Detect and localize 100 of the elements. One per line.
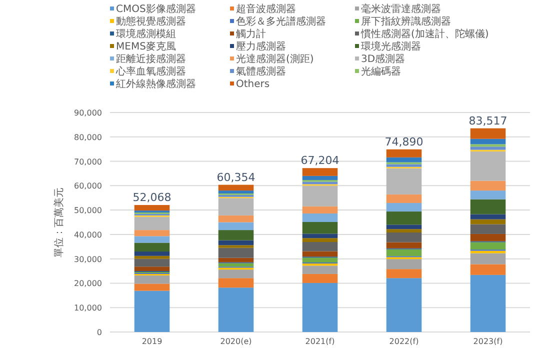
bar (134, 258, 170, 267)
bar (386, 232, 422, 242)
y-tick-label: 0 (96, 328, 102, 337)
y-tick-label: 20,000 (74, 279, 102, 288)
bar (134, 236, 170, 243)
legend-label: 毫米波雷達感測器 (361, 3, 441, 15)
bar (218, 198, 254, 216)
bar (470, 234, 506, 242)
bar (302, 266, 338, 274)
bar (134, 242, 170, 252)
bar (218, 245, 254, 248)
legend-label: 距離近接感測器 (116, 53, 186, 65)
bar (470, 180, 506, 191)
bar (302, 213, 338, 222)
total-label: 67,204 (300, 154, 340, 168)
bar (302, 176, 338, 180)
x-tick-label: 2022(f) (389, 337, 419, 346)
bar (386, 168, 422, 194)
bar (386, 164, 422, 167)
bar (470, 219, 506, 224)
bar (302, 274, 338, 283)
bar (134, 290, 170, 332)
bar (470, 253, 506, 264)
bar (470, 190, 506, 200)
legend-label: 動態視覺感測器 (116, 16, 186, 28)
x-tick-label: 2020(e) (220, 337, 252, 346)
legend-label: MEMS麥克風 (116, 40, 176, 52)
bar (134, 275, 170, 284)
legend-label: 心率血氧感測器 (115, 66, 186, 78)
bar (302, 234, 338, 238)
bar (386, 259, 422, 270)
bar (134, 216, 170, 230)
legend-label: 紅外線熱像感測器 (116, 78, 196, 90)
legend-label: 環境感測模組 (116, 28, 176, 40)
legend-label: CMOS影像感測器 (116, 3, 196, 15)
bar (302, 242, 338, 252)
x-tick-label: 2023(f) (473, 337, 503, 346)
bar (134, 205, 170, 211)
bar (218, 190, 254, 194)
legend-label: 超音波感測器 (236, 3, 296, 15)
x-tick-label: 2019 (142, 337, 162, 346)
bar (134, 230, 170, 236)
bar (470, 242, 506, 250)
y-tick-label: 60,000 (74, 182, 102, 191)
bar (218, 230, 254, 240)
legend-label: 光達感測器(測距) (236, 53, 314, 65)
legend-label: 光編碼器 (361, 66, 401, 78)
bar (218, 278, 254, 288)
y-tick-label: 70,000 (74, 157, 102, 166)
y-tick-label: 40,000 (74, 230, 102, 240)
bar (134, 252, 170, 256)
total-label: 52,068 (132, 191, 172, 204)
y-tick-label: 80,000 (74, 132, 102, 142)
bar (218, 184, 254, 191)
bar (470, 264, 506, 275)
bar (386, 212, 422, 225)
bar (218, 258, 254, 262)
bar (134, 284, 170, 291)
bar (386, 224, 422, 230)
legend-label: 氣體感測器 (236, 66, 286, 78)
bar (386, 149, 422, 158)
bar (302, 282, 338, 332)
legend-label: 屏下指紋辨識感測器 (361, 16, 451, 28)
bar (218, 288, 254, 332)
bar (470, 224, 506, 234)
bar (386, 269, 422, 278)
bar (302, 238, 338, 242)
bar (302, 206, 338, 214)
bar (470, 128, 506, 139)
bar (470, 199, 506, 214)
bar (470, 274, 506, 332)
bar (218, 240, 254, 246)
bar (470, 138, 506, 144)
legend-label: 環境光感測器 (361, 40, 421, 52)
legend-label: 色彩＆多光譜感測器 (236, 16, 326, 28)
bar (470, 146, 506, 150)
total-label: 60,354 (216, 170, 256, 184)
bar (302, 222, 338, 234)
bar (218, 248, 254, 258)
bar (134, 266, 170, 272)
y-tick-label: 50,000 (74, 206, 102, 216)
y-tick-label: 90,000 (74, 108, 102, 118)
bar (386, 202, 422, 212)
x-tick-label: 2021(f) (305, 337, 335, 346)
bar (386, 242, 422, 248)
y-axis-title: 單位：百萬美元 (53, 187, 65, 258)
bar (134, 256, 170, 259)
y-tick-label: 10,000 (74, 304, 102, 313)
bar (470, 214, 506, 220)
bar (470, 144, 506, 147)
bar (218, 270, 254, 278)
bar (386, 249, 422, 256)
bar (470, 152, 506, 181)
bar (218, 263, 254, 267)
bar (302, 168, 338, 176)
legend-label: Others (236, 79, 270, 90)
legend-label: 3D感測器 (361, 53, 406, 65)
bar (386, 229, 422, 232)
legend-label: 壓力感測器 (236, 40, 286, 52)
bar (302, 186, 338, 206)
